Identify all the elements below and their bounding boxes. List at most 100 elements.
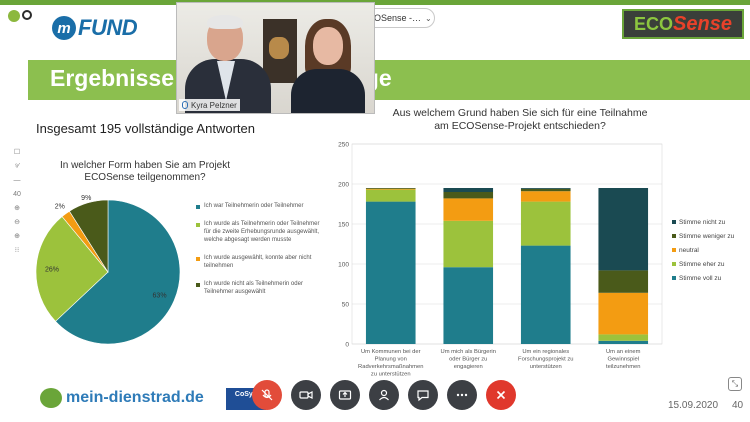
bar-segment [520,201,571,246]
mfund-logo-circle: m [52,16,76,40]
x-tick-label: Um Kommunen bei der [361,349,421,355]
legend-label: Ich wurde nicht als Teilnehmerin oder Te… [204,281,303,295]
x-tick-label: Forschungsprojekt zu [518,357,573,363]
x-tick-label: Planung von [375,357,407,363]
side-tool-icon[interactable]: — [13,177,21,184]
microphone-icon [182,101,188,109]
bar-segment [598,292,649,335]
share-icon [338,390,352,400]
more-options-button[interactable] [447,380,477,410]
pie-chart-title: In welcher Form haben Sie am Projekt ECO… [59,160,231,183]
legend-label: Stimme eher zu [679,261,725,268]
legend-swatch [196,223,200,227]
bar-segment [443,198,494,221]
bar-segment [365,188,416,190]
bar-segment [520,188,571,192]
video-person-hair [207,15,243,29]
slide-page-number: 40 [732,400,744,411]
mute-button[interactable] [252,380,282,410]
legend-label: Ich wurde ausgewählt, konnte aber nicht … [204,255,312,269]
pie-slice-label: 2% [55,204,65,211]
x-tick-label: Gewinnspiel [607,357,639,363]
y-tick-label: 100 [338,262,349,269]
video-wall-poster [263,19,297,83]
pie-legend-item: Ich wurde als Teilnehmerin oder Teilnehm… [196,220,326,244]
legend-swatch [672,262,676,266]
legend-label: Stimme weniger zu [679,233,735,240]
bar-segment [598,270,649,293]
slide-date: 15.09.2020 [668,400,719,411]
legend-swatch [672,248,676,252]
ecosense-logo-eco: ECO [634,13,674,34]
legend-swatch [672,234,676,238]
university-logo [6,8,46,50]
bar-segment [443,188,494,192]
stacked-bar-chart: 0 50 100 150 200 250 Um Kommunen bei der Planun… [338,142,735,378]
more-icon [456,393,468,397]
participant-video[interactable]: Kyra Pelzner [176,2,375,114]
logo-mark-ring [22,10,32,20]
leave-call-button[interactable] [486,380,516,410]
legend-label: Ich wurde als Teilnehmerin oder Teilnehm… [204,221,320,243]
pie-legend-item: Ich wurde nicht als Teilnehmerin oder Te… [196,280,326,296]
zoom-out-icon[interactable]: ⊖ [14,219,20,226]
legend-swatch [672,276,676,280]
shared-tab-label: OSense -… [374,13,422,23]
participant-name-tag: Kyra Pelzner [179,99,240,111]
zoom-in-icon[interactable]: ⊕ [14,205,20,212]
chat-button[interactable] [408,380,438,410]
dienstrad-logo: mein-dienstrad.de [40,388,204,408]
ecosense-logo: ECO Sense [622,9,744,39]
microphone-off-icon [261,389,273,401]
bar-segment [598,188,649,271]
legend-label: Stimme voll zu [679,275,722,282]
legend-label: Ich war Teilnehmerin oder Teilnehmer [204,203,304,209]
chat-icon [417,390,429,402]
x-tick-label: Um ein regionales [522,349,569,355]
video-person-body [291,69,365,113]
bar-segment [443,192,494,199]
call-controls [252,380,516,412]
participant-name: Kyra Pelzner [191,100,237,110]
slide-side-toolbar: ☐ ⁹⁄ — 40 ⊕ ⊖ ⊕ ⁝⁝ [10,148,24,256]
y-tick-label: 150 [338,222,349,229]
pie-slice-label: 9% [81,195,91,202]
side-tool-page: 40 [13,191,21,198]
camera-icon [299,391,313,399]
x-tick-label: Um mich als Bürgerin [441,349,496,355]
expand-icon[interactable]: ⤡ [728,377,742,391]
side-tool-icon[interactable]: ☐ [13,149,21,156]
y-tick-label: 0 [345,342,349,349]
bar-segment [443,267,494,344]
bar-segment [520,188,571,189]
close-icon [496,390,506,400]
legend-swatch [196,257,200,261]
chevron-down-icon: ⌄ [425,13,432,23]
bar-segment [365,189,416,202]
bar-chart-title: Aus welchem Grund haben Sie sich für ein… [392,107,648,132]
x-tick-label: engagieren [454,364,483,370]
fit-icon[interactable]: ⊕ [14,233,20,240]
share-screen-button[interactable] [330,380,360,410]
x-tick-label: zu unterstützen [371,372,411,378]
legend-label: neutral [679,247,699,254]
pie-slice-label: 26% [45,266,59,273]
pie-legend-item: Ich wurde ausgewählt, konnte aber nicht … [196,254,326,270]
camera-button[interactable] [291,380,321,410]
top-accent-bar [0,0,750,5]
side-tool-icon[interactable]: ⁹⁄ [14,163,20,170]
y-tick-label: 50 [342,302,350,309]
participants-button[interactable] [369,380,399,410]
y-tick-label: 250 [338,142,349,149]
grid-icon[interactable]: ⁝⁝ [14,247,20,254]
bar-segment [598,340,649,344]
x-tick-label: Um an einem [606,349,641,355]
shared-tab-selector[interactable]: OSense -… ⌄ [365,8,435,28]
pie-slice-label: 63% [153,292,167,299]
x-tick-label: oder Bürger zu [449,357,487,363]
mfund-logo: m FUND [52,15,138,41]
slide-title-left: Ergebnisse [50,65,174,91]
pie-slice [35,216,109,322]
logo-mark-green [8,10,20,22]
bar-segment [365,201,416,344]
